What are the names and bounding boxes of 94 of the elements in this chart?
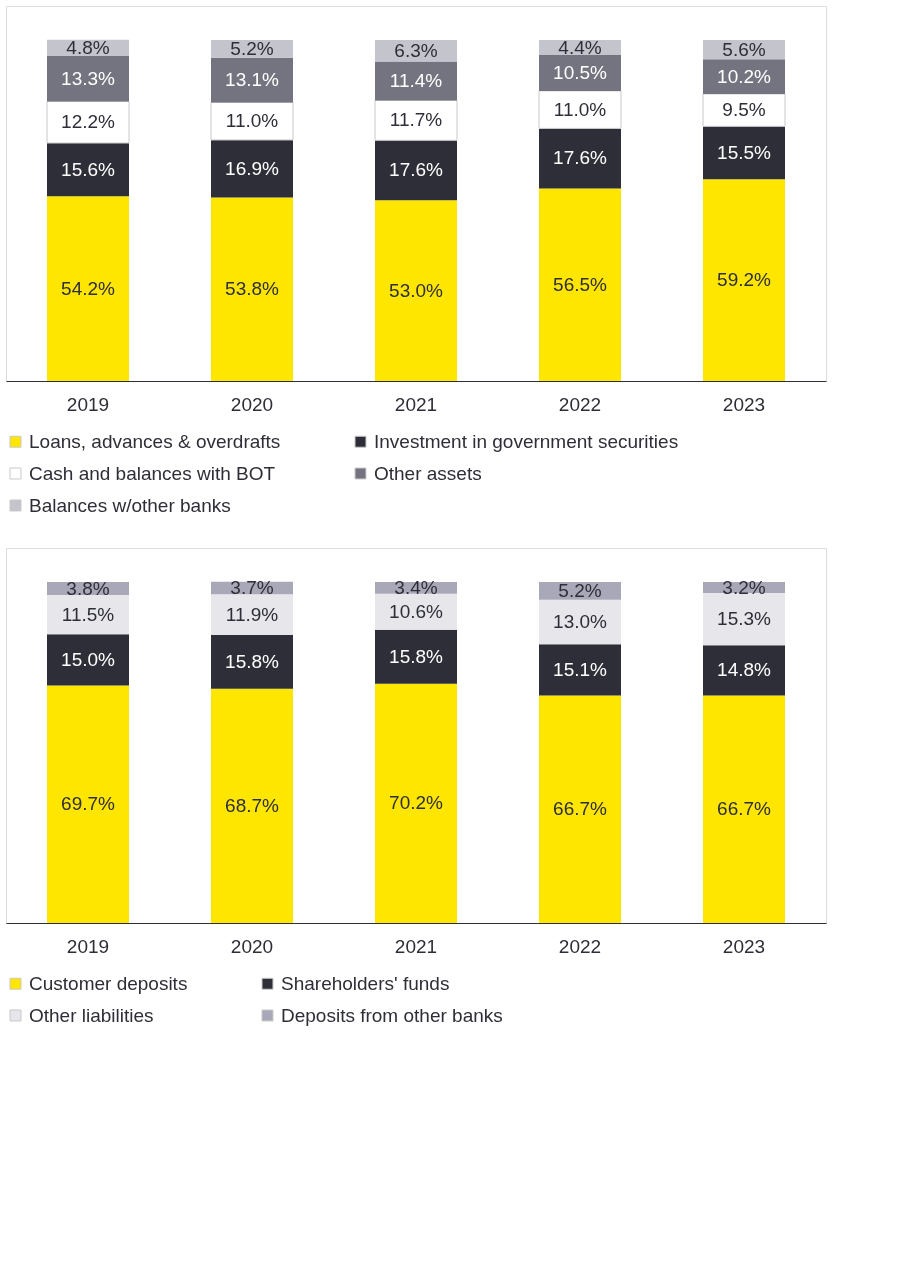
legend-label: Shareholders' funds [281,972,450,994]
data-label: 10.6% [389,600,444,622]
legend-label: Cash and balances with BOT [29,462,276,484]
bar [47,143,129,197]
data-label: 13.3% [61,67,116,89]
data-label: 11.9% [225,603,279,625]
bar [703,695,785,923]
data-label: 69.7% [61,793,116,815]
data-label: 17.6% [389,159,444,181]
bar [703,645,785,696]
x-tick-label: 2019 [66,393,110,415]
legend-label: Other liabilities [29,1004,154,1026]
data-label: 6.3% [394,39,438,61]
x-tick-label: 2023 [722,935,766,957]
bar [703,593,785,646]
data-label: 11.5% [61,603,115,625]
data-label: 5.6% [722,38,766,60]
data-label: 3.7% [230,577,274,599]
data-label: 53.0% [389,279,444,301]
data-label: 9.5% [722,99,766,121]
legend-label: Customer deposits [29,972,188,994]
data-label: 10.2% [717,65,772,87]
bar [47,634,129,686]
data-label: 13.1% [225,69,280,91]
data-label: 15.1% [553,658,608,680]
bar [702,93,786,127]
bar [46,100,130,144]
bar [375,140,457,201]
bar [539,188,621,381]
legend-label: Loans, advances & overdrafts [29,430,281,452]
data-label: 10.5% [553,61,608,83]
bar [538,90,622,129]
x-tick-label: 2023 [722,393,766,415]
data-label: 11.4% [389,70,443,91]
data-label: 14.8% [717,659,772,681]
bar [703,126,785,180]
bar [375,200,457,381]
bar [539,128,621,189]
data-label: 13.0% [553,610,608,632]
data-label: 15.0% [61,648,116,670]
data-label: 15.5% [717,141,772,163]
x-tick-label: 2022 [558,935,602,957]
bar [211,139,293,198]
data-label: 15.8% [225,650,280,672]
data-label: 4.8% [66,36,110,58]
bar [210,101,294,141]
data-label: 5.2% [558,579,602,601]
bar [539,599,621,645]
data-label: 3.4% [394,576,438,598]
bar [211,634,293,689]
data-label: 11.7% [389,109,443,131]
data-label: 68.7% [225,794,280,816]
data-label: 54.2% [61,277,116,299]
data-label: 4.4% [558,36,602,58]
bar [703,179,785,381]
data-label: 66.7% [717,798,772,820]
data-label: 17.6% [553,147,608,169]
legend-label: Balances w/other banks [29,494,231,516]
legend-label: Other assets [374,462,482,484]
data-label: 15.8% [389,645,444,667]
x-tick-label: 2022 [558,393,602,415]
bar [375,683,457,923]
data-label: 15.3% [717,608,772,630]
x-tick-label: 2020 [230,393,274,415]
data-label: 11.0% [553,98,607,120]
data-label: 56.5% [553,273,608,295]
bar [47,56,129,102]
data-label: 12.2% [61,111,116,133]
bar [211,57,293,103]
x-tick-label: 2019 [66,935,110,957]
bar [211,688,293,923]
bar [539,695,621,923]
x-tick-label: 2020 [230,935,274,957]
data-label: 3.2% [722,576,766,598]
bar [375,629,457,684]
data-label: 70.2% [389,792,444,814]
bar [374,99,458,141]
x-tick-label: 2021 [394,393,438,415]
bar [539,644,621,696]
data-label: 3.8% [66,577,110,599]
x-tick-label: 2021 [394,935,438,957]
legend-label: Investment in government securities [374,430,679,452]
data-label: 15.6% [61,158,116,180]
data-label: 59.2% [717,269,772,291]
data-label: 5.2% [230,37,274,59]
legend-label: Deposits from other banks [281,1004,503,1026]
bar [211,197,293,381]
data-label: 11.0% [225,110,279,132]
data-label: 16.9% [225,157,280,179]
bar [211,594,293,635]
bar [47,196,129,381]
data-label: 53.8% [225,278,280,300]
data-label: 66.7% [553,798,608,820]
bar [47,685,129,923]
